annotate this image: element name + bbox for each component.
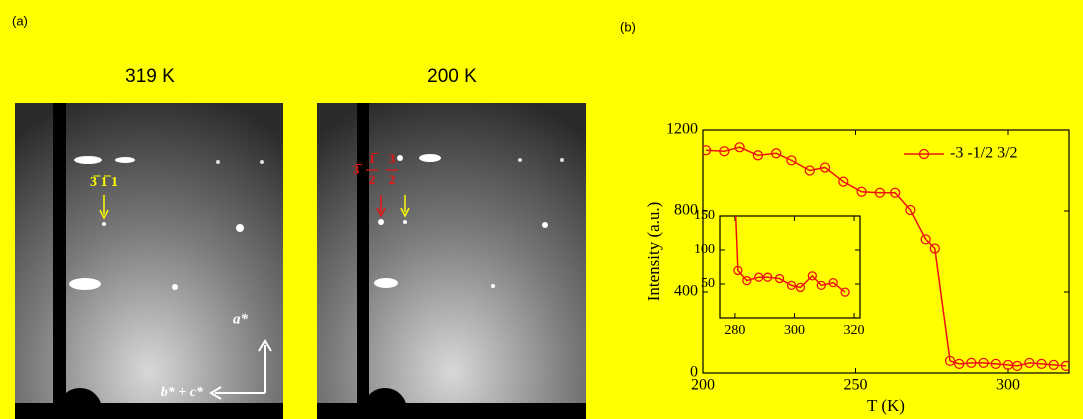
plot-area [703,142,1069,372]
data-point [1048,359,1059,371]
axis-label: b* + c* [161,385,204,400]
data-point [1060,360,1069,372]
y-axis-label: Intensity (a.u.) [644,202,663,302]
legend-label: -3 -1/2 3/2 [950,145,1018,162]
data-point [703,145,712,156]
data-point [856,186,867,197]
data-point [874,187,886,198]
inset-background [720,216,860,318]
data-point [771,148,782,159]
data-point [905,204,916,216]
diffraction-image [15,103,283,419]
x-tick-label: 250 [844,377,868,394]
data-point [828,277,838,288]
data-point [742,275,752,286]
data-point [754,272,764,282]
data-point [838,176,849,187]
data-point [774,273,785,284]
data-point [978,357,989,369]
data-point [807,271,817,281]
data-point [1036,358,1047,370]
y-tick-label: 1200 [666,121,698,138]
x-tick-label: 200 [691,377,715,394]
data-point [786,280,797,291]
legend-marker [918,148,930,160]
data-point [804,165,815,176]
data-point [786,155,797,166]
y-tick-label: 800 [674,202,698,219]
axes-frame [719,215,861,319]
x-tick-label: 300 [996,377,1020,394]
data-point [954,358,965,370]
data-point [966,357,977,369]
data-point [990,358,1001,370]
hkl-label: 3̅ [353,162,364,177]
hkl-label: 2 [389,172,396,187]
data-line [706,146,1067,367]
y-tick-label: 50 [701,276,715,291]
data-line [734,216,846,293]
hkl-label: 3̅ 1̅ 1 [90,174,118,190]
data-point [890,187,901,198]
data-point [819,162,831,173]
data-point [840,287,850,297]
data-point [752,150,764,161]
x-tick-label: 280 [724,323,745,338]
y-tick-label: 400 [674,283,698,300]
x-tick-label: 300 [784,323,805,338]
axis-label: a* [233,311,249,327]
data-point [1012,360,1023,372]
y-tick-label: 0 [690,364,698,381]
hkl-label: 3 [389,151,396,166]
axes-frame [702,129,1070,374]
data-point [920,234,931,245]
data-point [944,355,956,367]
data-point [734,142,745,153]
data-point [763,272,773,282]
x-tick-label: 320 [844,323,865,338]
data-point [795,282,806,293]
x-axis-label: T (K) [867,396,905,415]
image-title: 319 K [125,66,175,87]
data-point [929,243,940,254]
data-point [816,280,826,291]
image-title: 200 K [427,66,477,87]
data-point [733,265,743,276]
hkl-label: 1̅ [369,151,380,166]
y-tick-label: 150 [694,208,715,223]
hkl-label: 2 [369,172,376,187]
diffraction-image [317,103,586,419]
y-tick-label: 100 [694,242,715,257]
plot-area [733,216,850,297]
panel-label: (a) [12,13,28,28]
data-point [1024,357,1035,369]
data-point [719,146,730,157]
panel-label: (b) [620,19,636,34]
